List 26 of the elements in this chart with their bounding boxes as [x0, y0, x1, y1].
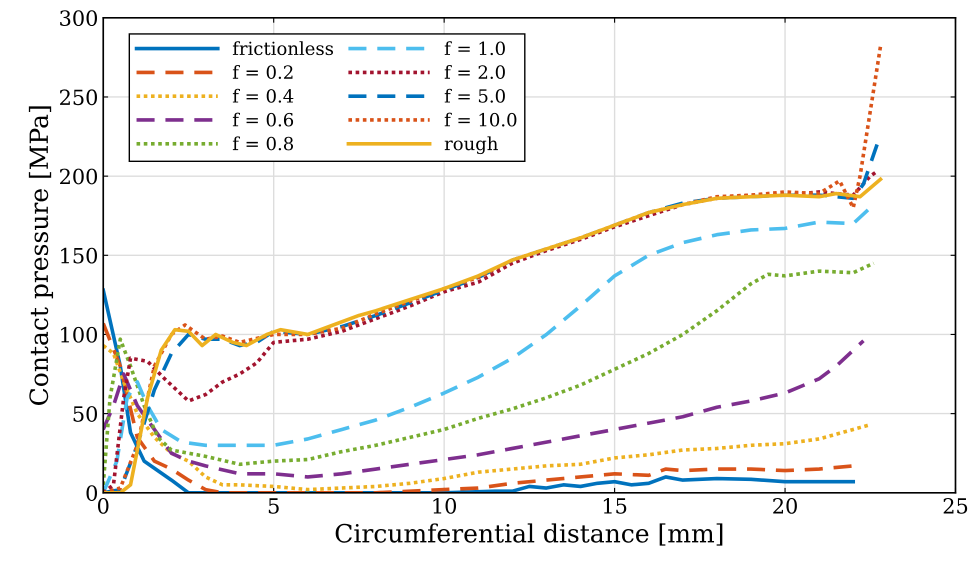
y-tick-label: 100: [61, 326, 97, 343]
y-tick-label: 50: [74, 406, 97, 422]
legend-label: f = 0.8: [232, 136, 294, 150]
legend-label: f = 1.0: [444, 41, 505, 56]
legend-label: rough: [444, 136, 498, 154]
x-tick-label: 0: [98, 498, 108, 514]
y-tick-label: 150: [61, 248, 97, 264]
x-tick-label: 25: [944, 498, 968, 514]
legend-label: f = 5.0: [444, 88, 505, 103]
legend-label: f = 0.4: [232, 88, 294, 103]
line-series: [103, 261, 876, 487]
x-tick-label: 5: [268, 498, 279, 514]
y-axis-title: Contact pressure [MPa]: [28, 106, 54, 405]
y-tick-label: 300: [60, 10, 97, 26]
x-tick-label: 10: [433, 498, 456, 514]
legend-label: f = 0.6: [232, 112, 294, 127]
x-tick-label: 20: [773, 498, 797, 514]
legend-label: f = 0.2: [232, 64, 292, 79]
y-tick-label: 0: [86, 485, 97, 501]
legend-label: f = 10.0: [444, 112, 516, 127]
legend-label: f = 2.0: [444, 64, 505, 79]
x-tick-label: 15: [604, 498, 626, 514]
x-axis-title: Circumferential distance [mm]: [336, 523, 722, 546]
legend-label: frictionless: [232, 41, 334, 56]
y-tick-label: 200: [60, 168, 97, 184]
y-tick-label: 250: [60, 89, 97, 106]
